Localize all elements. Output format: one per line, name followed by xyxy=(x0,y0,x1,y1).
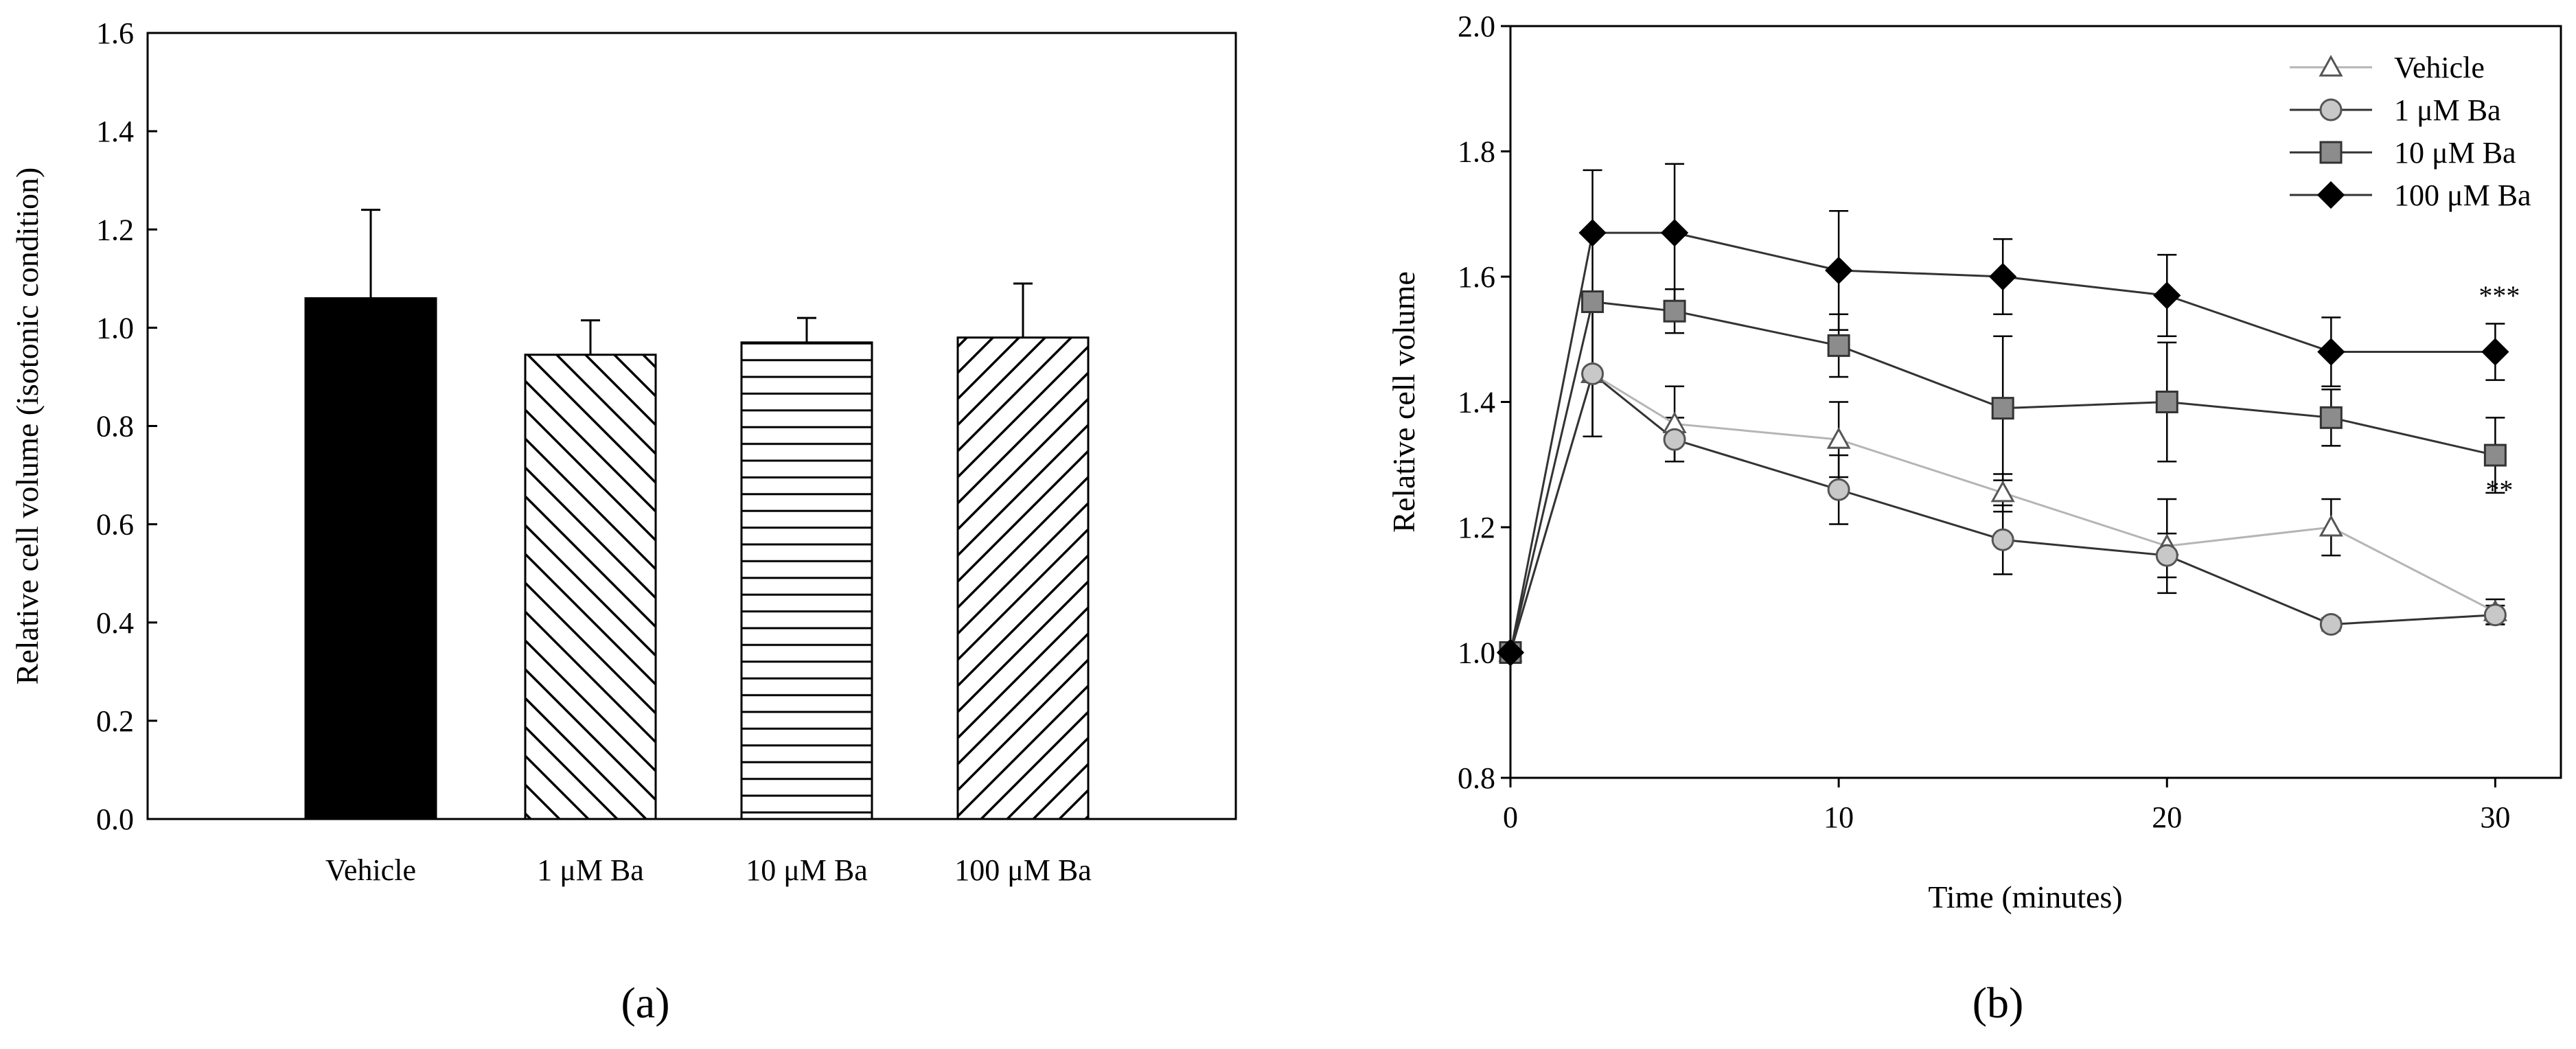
y-axis: 0.0 0.2 0.4 0.6 0.8 1.0 1.2 1.4 1.6 xyxy=(96,16,157,836)
significance-marker: ** xyxy=(2485,474,2513,505)
y-tick-label: 1.6 xyxy=(96,16,134,50)
y-tick-label: 0.8 xyxy=(96,410,134,443)
y-tick-label: 0.8 xyxy=(1458,761,1495,795)
series-markers xyxy=(1496,219,2509,667)
series-line-0 xyxy=(1509,372,2496,653)
data-point-3-5 xyxy=(2153,281,2181,310)
significance-annotations: ***** xyxy=(2479,280,2520,505)
bar-0 xyxy=(304,297,437,820)
x-axis: 0 10 20 30 xyxy=(1503,778,2510,834)
data-point-1-7 xyxy=(2483,603,2507,627)
data-point-2-7 xyxy=(2483,443,2507,467)
legend-marker-0 xyxy=(2319,54,2343,77)
legend-label: Vehicle xyxy=(2394,51,2485,84)
bar-chart-panel-a: 0.0 0.2 0.4 0.6 0.8 1.0 1.2 1.4 1.6 Vehicle 1 μM … xyxy=(10,16,1237,1027)
data-point-1-3 xyxy=(1827,478,1850,501)
bar-1 xyxy=(524,354,657,820)
legend: Vehicle 1 μM Ba 10 μM Ba 100 μM Ba xyxy=(2290,51,2531,212)
line-chart-panel-b: 0.81.01.21.41.61.82.0 0 10 20 30 ***** Vehi… xyxy=(1386,10,2562,1027)
data-point-2-2 xyxy=(1663,299,1686,323)
data-point-2-6 xyxy=(2319,406,2343,429)
x-tick-label: 30 xyxy=(2480,800,2510,834)
data-point-3-6 xyxy=(2317,338,2345,366)
y-tick-label: 1.4 xyxy=(96,115,134,148)
data-point-0-6 xyxy=(2319,514,2343,537)
y-axis-title: Relative cell volume xyxy=(1386,271,1421,533)
data-point-2-3 xyxy=(1827,334,1850,357)
y-tick-label: 2.0 xyxy=(1458,10,1495,43)
series-line-1 xyxy=(1509,371,2496,653)
bar-3 xyxy=(956,336,1090,820)
legend-label: 1 μM Ba xyxy=(2394,93,2501,127)
x-axis: Vehicle 1 μM Ba 10 μM Ba 100 μM Ba xyxy=(325,853,1092,887)
panel-label-b: (b) xyxy=(1973,978,2024,1027)
legend-label: 100 μM Ba xyxy=(2394,178,2531,212)
panel-label-a: (a) xyxy=(621,978,669,1027)
y-tick-label: 1.4 xyxy=(1458,386,1495,419)
data-point-1-6 xyxy=(2319,612,2343,636)
data-point-1-1 xyxy=(1581,362,1605,385)
data-point-1-2 xyxy=(1663,428,1686,451)
data-point-3-4 xyxy=(1989,262,2017,291)
x-tick-label: 20 xyxy=(2152,800,2182,834)
y-tick-label: 0.2 xyxy=(96,704,134,738)
bar-2 xyxy=(740,341,873,820)
y-axis-title: Relative cell volume (isotonic condition… xyxy=(10,168,45,685)
bar-series xyxy=(304,297,1090,820)
data-point-3-1 xyxy=(1578,219,1607,247)
legend-marker-3 xyxy=(2316,181,2345,209)
significance-marker: *** xyxy=(2479,280,2520,311)
y-axis: 0.8 1.0 1.2 1.4 1.6 1.8 2.0 xyxy=(1458,10,1510,795)
x-tick-label: 0 xyxy=(1503,800,1518,834)
y-tick-label: 1.2 xyxy=(1458,511,1495,544)
data-point-2-5 xyxy=(2155,391,2178,413)
legend-marker-1 xyxy=(2319,98,2343,122)
data-point-0-4 xyxy=(1990,480,2015,503)
legend-label: 10 μM Ba xyxy=(2394,136,2516,170)
data-point-3-3 xyxy=(1825,256,1853,284)
y-tick-label: 1.8 xyxy=(1458,135,1495,169)
y-tick-label: 0.0 xyxy=(96,803,134,836)
y-tick-label: 1.2 xyxy=(96,213,134,246)
data-point-1-5 xyxy=(2155,544,2178,567)
data-point-3-7 xyxy=(2481,338,2509,366)
data-point-0-3 xyxy=(1826,427,1851,449)
error-bars xyxy=(361,209,1033,355)
data-point-2-4 xyxy=(1991,397,2014,420)
data-point-2-1 xyxy=(1581,290,1605,313)
legend-marker-2 xyxy=(2319,141,2343,164)
x-tick-label: 10 xyxy=(1824,800,1854,834)
y-tick-label: 1.0 xyxy=(1458,636,1495,670)
series-line-2 xyxy=(1509,300,2496,653)
x-axis-title: Time (minutes) xyxy=(1928,879,2122,914)
x-tick-label: 100 μM Ba xyxy=(954,853,1092,887)
data-point-3-2 xyxy=(1660,219,1689,247)
y-tick-label: 1.6 xyxy=(1458,260,1495,294)
y-tick-label: 1.0 xyxy=(96,311,134,345)
y-tick-label: 0.4 xyxy=(96,606,134,640)
data-point-1-4 xyxy=(1991,528,2014,551)
y-tick-label: 0.6 xyxy=(96,508,134,542)
x-tick-label: Vehicle xyxy=(325,853,416,887)
x-tick-label: 10 μM Ba xyxy=(746,853,868,887)
x-tick-label: 1 μM Ba xyxy=(537,853,644,887)
error-bars xyxy=(1583,163,2505,632)
